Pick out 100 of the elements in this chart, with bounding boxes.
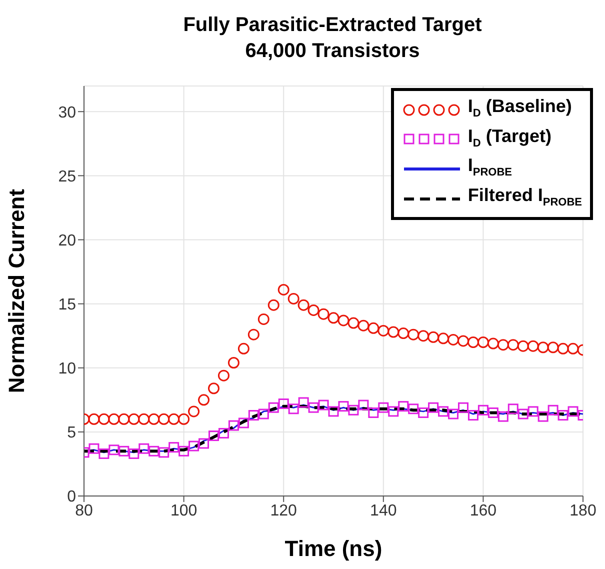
point xyxy=(368,407,379,418)
chart-title: Fully Parasitic-Extracted Target 64,000 Transistors xyxy=(182,13,483,64)
point xyxy=(458,402,468,413)
point xyxy=(547,342,559,354)
point xyxy=(568,406,578,417)
point xyxy=(178,446,190,456)
point xyxy=(528,406,538,417)
point xyxy=(518,408,528,420)
point xyxy=(418,330,430,342)
point xyxy=(278,284,290,296)
x-tick-label: 100 xyxy=(170,502,198,520)
point xyxy=(248,328,260,340)
point xyxy=(408,404,419,414)
point xyxy=(208,430,219,442)
point xyxy=(158,447,170,458)
point xyxy=(148,446,160,456)
point xyxy=(288,292,300,304)
point xyxy=(388,326,400,338)
point xyxy=(238,342,250,354)
point xyxy=(168,442,180,453)
point xyxy=(428,331,440,343)
point xyxy=(538,411,548,422)
point xyxy=(228,357,240,368)
point xyxy=(438,406,449,417)
point xyxy=(268,299,280,311)
point xyxy=(238,418,249,428)
point xyxy=(188,440,200,452)
point xyxy=(468,410,478,421)
point xyxy=(378,324,390,336)
point xyxy=(507,339,519,351)
point xyxy=(298,299,310,311)
point xyxy=(537,342,549,354)
point xyxy=(318,400,329,410)
point xyxy=(378,402,389,413)
legend-label: I$_{D}$ (Baseline) xyxy=(468,95,572,122)
point xyxy=(448,408,459,420)
point xyxy=(108,413,120,425)
point xyxy=(508,404,518,414)
x-axis-title: Time (ns) xyxy=(284,536,382,561)
point xyxy=(398,328,410,340)
point xyxy=(398,401,409,412)
legend-label: I$_{D}$ (Target) xyxy=(468,124,552,152)
y-tick-label: 25 xyxy=(58,168,76,186)
point xyxy=(98,413,110,425)
point xyxy=(557,342,569,354)
point xyxy=(448,334,460,346)
point xyxy=(487,338,499,350)
point xyxy=(338,401,349,412)
point xyxy=(188,406,200,418)
point xyxy=(118,446,130,456)
point xyxy=(358,400,369,410)
point xyxy=(348,317,360,329)
y-tick-label: 15 xyxy=(58,296,76,314)
point xyxy=(278,398,289,409)
point xyxy=(128,413,140,425)
point xyxy=(218,428,229,438)
point xyxy=(258,313,270,325)
point xyxy=(128,448,140,459)
point xyxy=(338,314,350,326)
point xyxy=(88,413,100,425)
legend-label: Filtered I$_{PROBE}$ xyxy=(468,184,582,210)
point xyxy=(158,413,170,425)
x-tick-label: 180 xyxy=(570,502,596,520)
x-tick-label: 140 xyxy=(370,502,397,520)
point xyxy=(118,413,130,425)
x-tick-label: 160 xyxy=(470,502,497,520)
point xyxy=(467,336,479,348)
point xyxy=(318,308,330,320)
point xyxy=(358,320,370,332)
x-tick-label: 120 xyxy=(270,502,298,520)
point xyxy=(418,407,429,418)
point xyxy=(88,443,100,454)
y-tick-label: 20 xyxy=(58,232,76,250)
point xyxy=(308,402,319,413)
point xyxy=(168,413,180,425)
point xyxy=(148,413,160,425)
point xyxy=(368,322,380,334)
point xyxy=(408,328,420,340)
point xyxy=(208,382,220,394)
point xyxy=(457,335,469,347)
point xyxy=(108,444,120,456)
point xyxy=(218,370,230,382)
point xyxy=(348,404,359,416)
point xyxy=(228,420,239,431)
point xyxy=(428,402,439,413)
point xyxy=(498,411,508,422)
point xyxy=(138,443,150,454)
point xyxy=(517,340,529,352)
point xyxy=(558,410,568,421)
point xyxy=(308,304,320,316)
point xyxy=(388,406,399,417)
point xyxy=(298,397,309,408)
point xyxy=(478,404,488,416)
y-axis-title: Normalized Current xyxy=(4,188,29,394)
point xyxy=(438,332,450,344)
y-tick-label: 10 xyxy=(58,360,76,378)
point xyxy=(198,438,210,449)
point xyxy=(488,407,498,418)
point xyxy=(477,336,489,348)
y-tick-label: 30 xyxy=(58,104,76,122)
